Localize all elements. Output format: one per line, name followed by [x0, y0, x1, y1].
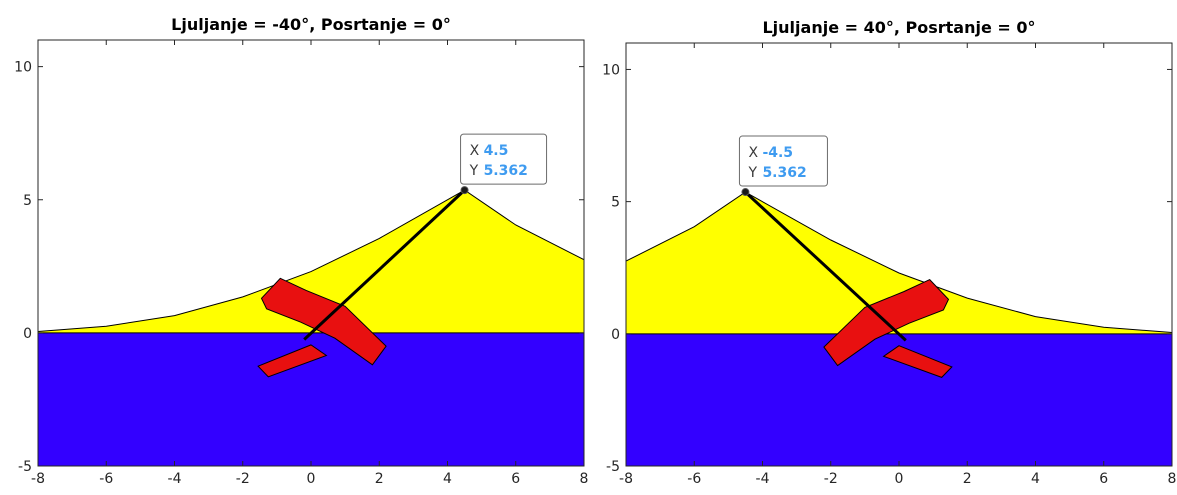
chart-title: Ljuljanje = -40°, Posrtanje = 0°	[171, 15, 451, 34]
datatip-x-value: 4.5	[484, 143, 509, 159]
datatip-y-value: 5.362	[762, 165, 806, 181]
surface-area	[626, 192, 1172, 334]
y-tick-label: 5	[611, 195, 620, 211]
y-tick-label: 0	[611, 327, 620, 343]
vessel-keel	[257, 344, 328, 378]
x-tick-label: 2	[963, 471, 972, 487]
x-tick-label: 0	[895, 471, 904, 487]
datatip-y-value: 5.362	[484, 163, 528, 179]
pointer-line	[744, 190, 907, 342]
x-tick-label: 2	[375, 471, 384, 487]
surface-line	[37, 189, 585, 332]
datatip-marker[interactable]	[460, 186, 469, 195]
y-tick-label: -5	[18, 459, 32, 475]
y-tick-label: 0	[23, 326, 32, 342]
pointer-line	[303, 189, 466, 341]
datatip[interactable]: X -4.5 Y 5.362	[738, 135, 828, 187]
datatip-x-value: -4.5	[762, 145, 793, 161]
datatip-x-key: X	[470, 143, 480, 159]
x-tick-label: 8	[1168, 471, 1177, 487]
surface-area	[38, 190, 584, 333]
chart-title: Ljuljanje = 40°, Posrtanje = 0°	[762, 18, 1035, 37]
x-tick-label: 0	[307, 471, 316, 487]
datatip-x-key: X	[748, 145, 758, 161]
x-tick-label: -8	[31, 471, 45, 487]
x-tick-label: -4	[756, 471, 770, 487]
vessel-keel	[882, 345, 953, 378]
right-chart: Ljuljanje = 40°, Posrtanje = 0° -8 -6 -4 -2 0…	[602, 18, 1176, 487]
datatip-y-key: Y	[747, 165, 757, 181]
datatip-box	[460, 133, 548, 185]
datatip[interactable]: X 4.5 Y 5.362	[460, 133, 548, 185]
x-tick-label: -8	[619, 471, 633, 487]
x-tick-label: 8	[580, 471, 589, 487]
x-tick-label: 6	[511, 471, 520, 487]
datatip-y-key: Y	[469, 163, 479, 179]
x-tick-label: -2	[236, 471, 250, 487]
datatip-box	[738, 135, 828, 187]
x-tick-label: 6	[1099, 471, 1108, 487]
y-tick-label: -5	[606, 459, 620, 475]
x-tick-label: 4	[1031, 471, 1040, 487]
y-tick-label: 5	[23, 193, 32, 209]
surface-line	[625, 191, 1173, 333]
datatip-marker[interactable]	[741, 188, 750, 197]
x-tick-label: -6	[99, 471, 113, 487]
x-tick-label: -6	[687, 471, 701, 487]
left-chart: Ljuljanje = -40°, Posrtanje = 0° -8 -6 -4 -2…	[14, 15, 588, 487]
x-tick-label: -4	[168, 471, 182, 487]
x-tick-label: 4	[443, 471, 452, 487]
y-tick-label: 10	[602, 62, 620, 78]
y-tick-label: 10	[14, 60, 32, 76]
x-tick-label: -2	[824, 471, 838, 487]
